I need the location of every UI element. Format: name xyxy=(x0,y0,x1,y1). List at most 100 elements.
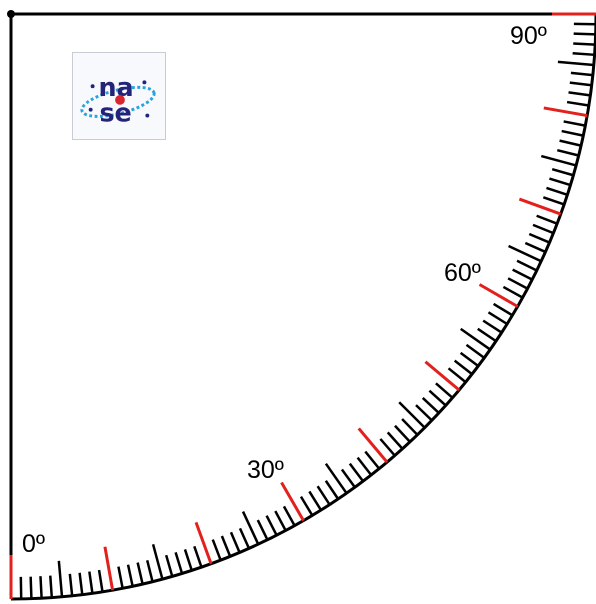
pivot-point xyxy=(7,10,15,18)
tick-22 xyxy=(220,535,232,557)
tick-55 xyxy=(459,327,491,351)
tick-47 xyxy=(421,397,440,414)
tick-5 xyxy=(57,560,64,597)
tick-8 xyxy=(88,571,94,594)
tick-54 xyxy=(465,343,486,359)
tick-51 xyxy=(447,367,467,384)
major-tick-50 xyxy=(424,360,461,392)
tick-39 xyxy=(364,450,381,470)
tick-marks xyxy=(9,12,596,599)
label-90-degrees: 90º xyxy=(510,22,547,50)
tick-6 xyxy=(68,573,74,596)
tick-44 xyxy=(401,418,419,436)
major-tick-60 xyxy=(478,283,519,308)
tick-61 xyxy=(502,285,524,299)
major-tick-80 xyxy=(543,106,588,118)
tick-31 xyxy=(299,495,314,517)
major-tick-20 xyxy=(194,521,213,565)
tick-66 xyxy=(524,241,546,254)
tick-25 xyxy=(241,511,260,545)
tick-67 xyxy=(528,232,550,244)
logo-star-dot xyxy=(88,107,93,112)
tick-29 xyxy=(282,505,296,527)
tick-9 xyxy=(97,569,104,592)
nase-logo-icon: na se xyxy=(80,72,156,127)
tick-69 xyxy=(536,214,558,225)
major-tick-30 xyxy=(280,481,305,522)
tick-43 xyxy=(394,424,411,443)
tick-15 xyxy=(151,543,164,580)
tick-42 xyxy=(386,431,404,450)
tick-59 xyxy=(492,302,514,317)
tick-83 xyxy=(569,81,592,87)
major-tick-70 xyxy=(518,197,562,216)
tick-87 xyxy=(573,42,596,46)
tick-82 xyxy=(568,91,591,97)
tick-88 xyxy=(573,32,596,36)
tick-36 xyxy=(340,468,356,489)
tick-33 xyxy=(316,485,331,506)
tick-73 xyxy=(549,177,571,187)
tick-49 xyxy=(435,382,454,399)
tick-41 xyxy=(379,438,396,457)
tick-64 xyxy=(516,259,538,272)
tick-79 xyxy=(563,120,586,127)
tick-56 xyxy=(477,327,497,343)
tick-46 xyxy=(415,404,433,422)
nase-logo: na se xyxy=(72,52,166,140)
tick-2 xyxy=(29,576,33,599)
tick-78 xyxy=(561,129,584,137)
label-0-degrees: 0º xyxy=(22,530,45,558)
major-tick-40 xyxy=(357,427,389,464)
tick-48 xyxy=(428,389,447,407)
tick-85 xyxy=(557,60,594,67)
logo-star-dot xyxy=(145,113,150,118)
tick-65 xyxy=(508,244,542,263)
major-tick-10 xyxy=(103,546,115,591)
tick-12 xyxy=(126,564,134,587)
tick-3 xyxy=(39,576,43,599)
tick-13 xyxy=(136,562,144,585)
tick-76 xyxy=(556,148,579,157)
label-60-degrees: 60º xyxy=(444,259,481,287)
tick-35 xyxy=(324,462,348,494)
tick-32 xyxy=(308,490,323,511)
tick-58 xyxy=(487,311,508,326)
tick-74 xyxy=(551,167,574,177)
logo-star-dot xyxy=(90,84,95,89)
tick-57 xyxy=(482,319,503,334)
logo-red-dot xyxy=(115,95,125,105)
logo-letters-bottom: se xyxy=(99,97,131,127)
tick-17 xyxy=(174,552,184,574)
tick-7 xyxy=(78,572,84,595)
tick-68 xyxy=(532,223,554,235)
tick-19 xyxy=(193,545,203,568)
tick-26 xyxy=(256,519,269,541)
tick-27 xyxy=(265,515,278,536)
tick-28 xyxy=(274,510,287,532)
tick-77 xyxy=(559,139,582,147)
tick-84 xyxy=(570,71,593,77)
label-30-degrees: 30º xyxy=(247,456,284,484)
tick-14 xyxy=(145,559,154,582)
tick-53 xyxy=(459,351,479,368)
tick-11 xyxy=(117,566,124,589)
tick-71 xyxy=(542,196,565,206)
tick-34 xyxy=(324,480,340,500)
tick-23 xyxy=(229,531,241,553)
logo-orbit-ring xyxy=(80,85,156,118)
tick-18 xyxy=(183,549,193,571)
tick-62 xyxy=(507,277,529,290)
tick-63 xyxy=(512,268,533,281)
tick-21 xyxy=(211,539,222,561)
tick-37 xyxy=(348,462,365,482)
tick-52 xyxy=(453,359,473,376)
tick-81 xyxy=(566,100,589,107)
tick-75 xyxy=(540,154,577,167)
logo-star-dot xyxy=(142,80,147,85)
tick-16 xyxy=(164,554,174,577)
tick-72 xyxy=(546,186,568,196)
tick-24 xyxy=(238,527,251,549)
tick-4 xyxy=(49,575,54,598)
